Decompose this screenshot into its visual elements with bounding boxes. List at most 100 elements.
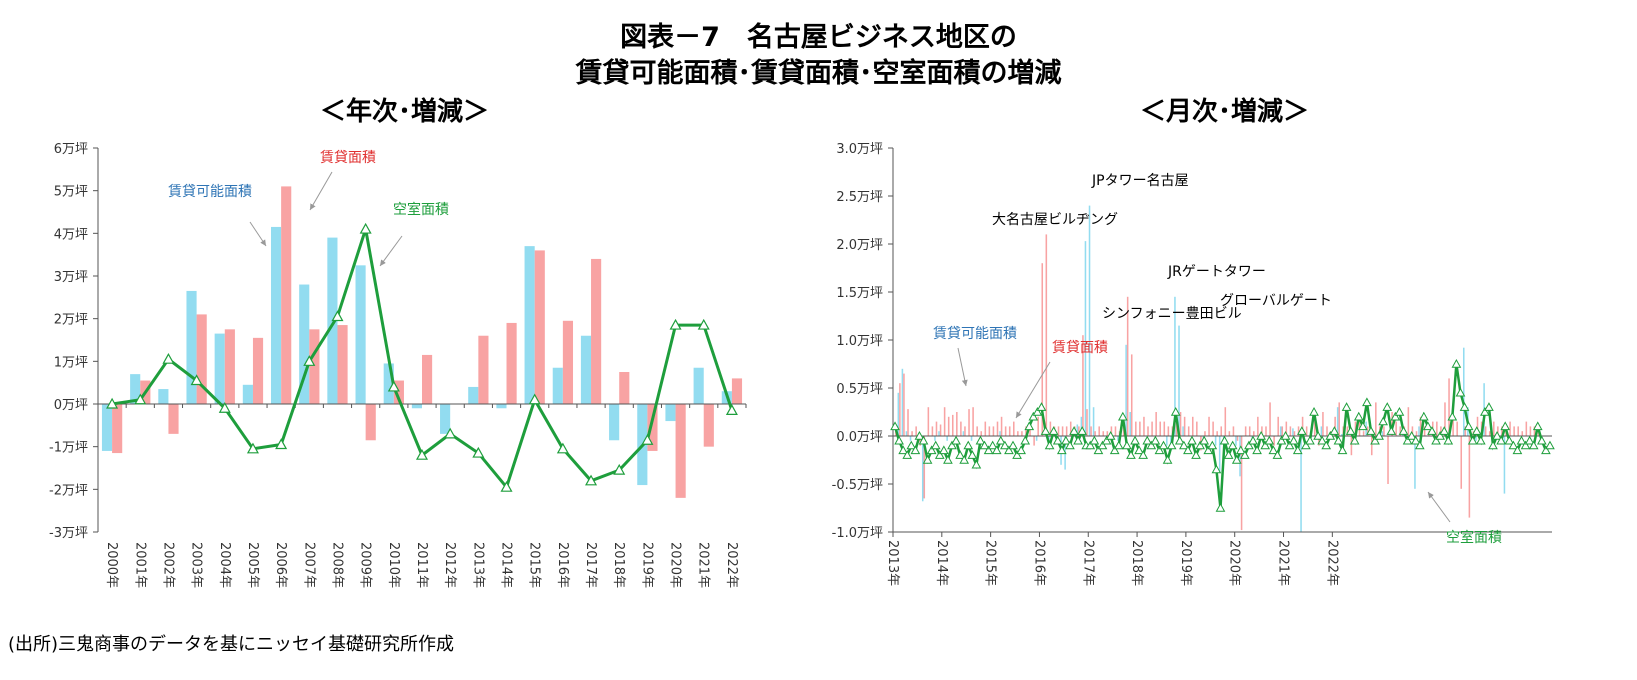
point-vacant-area xyxy=(1126,450,1136,459)
bar-leased-area xyxy=(1358,416,1361,436)
x-tick-label: 2020年 xyxy=(668,542,683,588)
bar-leased-area xyxy=(1041,263,1044,436)
bar-leased-area xyxy=(224,329,235,404)
x-tick-label: 2004年 xyxy=(217,542,232,588)
x-tick-label: 2016年 xyxy=(1031,540,1046,586)
bar-leased-area xyxy=(972,407,974,436)
bar-leased-area xyxy=(1415,431,1418,436)
point-vacant-area xyxy=(1113,440,1124,450)
point-vacant-area xyxy=(1337,445,1348,455)
point-vacant-area xyxy=(1061,435,1071,445)
point-vacant-area xyxy=(444,427,457,439)
bar-available-area xyxy=(1279,426,1282,436)
bar-available-area xyxy=(1235,436,1237,446)
chart-title-line2: 賃貸可能面積･賃貸面積･空室面積の増減 xyxy=(575,58,1062,89)
bar-leased-area xyxy=(1297,426,1300,436)
bar-leased-area xyxy=(1476,416,1479,436)
bar-leased-area xyxy=(1293,431,1296,436)
annotation-arrow xyxy=(379,235,403,267)
point-vacant-area xyxy=(1386,426,1397,435)
x-tick-label: 2021年 xyxy=(1276,540,1291,586)
bar-leased-area xyxy=(1147,426,1149,436)
point-vacant-area xyxy=(1545,440,1555,450)
bar-leased-area xyxy=(1456,421,1458,436)
bar-leased-area xyxy=(1513,426,1515,436)
point-vacant-area xyxy=(1166,440,1177,450)
point-vacant-area xyxy=(1378,416,1389,426)
point-vacant-area xyxy=(669,318,682,330)
point-vacant-area xyxy=(1296,426,1307,435)
bar-leased-area xyxy=(1204,431,1206,436)
bar-leased-area xyxy=(422,354,433,404)
bar-leased-area xyxy=(1452,416,1454,436)
x-tick-label: 2002年 xyxy=(160,542,175,588)
bar-leased-area xyxy=(1110,426,1113,436)
bar-leased-area xyxy=(1533,426,1536,436)
bar-leased-area xyxy=(1037,416,1039,436)
point-vacant-area xyxy=(725,404,738,415)
chart-title-line1: 図表－7 名古屋ビジネス地区の xyxy=(620,22,1017,53)
point-vacant-area xyxy=(1317,435,1328,445)
annotation-available: 賃貸可能面積 xyxy=(168,184,252,200)
x-tick-label: 2017年 xyxy=(1080,540,1095,586)
bar-leased-area xyxy=(1106,431,1109,436)
x-tick-label: 2007年 xyxy=(301,542,316,588)
bar-leased-area xyxy=(1082,335,1084,436)
y-tick-label: 4万坪 xyxy=(54,227,88,242)
point-vacant-area xyxy=(1142,435,1153,445)
point-vacant-area xyxy=(1524,435,1535,445)
bar-leased-area xyxy=(1090,426,1092,436)
bar-available-area xyxy=(1320,426,1323,436)
annotation-arrow xyxy=(1427,491,1451,523)
point-vacant-area xyxy=(1195,440,1205,450)
point-vacant-area xyxy=(1219,435,1230,445)
x-tick-label: 2015年 xyxy=(983,540,998,586)
point-vacant-area xyxy=(1313,430,1323,440)
bar-leased-area xyxy=(976,426,978,436)
point-vacant-area xyxy=(963,440,974,450)
bar-leased-area xyxy=(1045,234,1048,436)
bar-leased-area xyxy=(1460,436,1463,489)
point-vacant-area xyxy=(1480,406,1490,416)
point-vacant-area xyxy=(1488,440,1498,450)
point-vacant-area xyxy=(1016,445,1026,455)
point-vacant-area xyxy=(1008,440,1018,450)
point-vacant-area xyxy=(1012,450,1022,459)
point-vacant-area xyxy=(1309,406,1319,416)
bar-leased-area xyxy=(1366,426,1369,436)
point-vacant-area xyxy=(1097,440,1108,450)
bar-leased-area xyxy=(1484,426,1487,436)
bar-available-area xyxy=(970,436,973,441)
annotation-dai-nagoya: 大名古屋ビルヂング xyxy=(992,212,1118,228)
point-vacant-area xyxy=(1402,435,1413,445)
point-vacant-area xyxy=(1443,435,1454,445)
point-vacant-area xyxy=(218,402,231,413)
bar-leased-area xyxy=(919,436,921,446)
bar-leased-area xyxy=(1021,431,1023,436)
point-vacant-area xyxy=(1146,440,1157,450)
bar-leased-area xyxy=(309,329,320,404)
point-vacant-area xyxy=(1089,435,1100,445)
bar-available-area xyxy=(524,246,535,404)
bar-leased-area xyxy=(506,322,517,404)
bar-leased-area xyxy=(1436,421,1438,436)
bar-leased-area xyxy=(1338,402,1340,436)
bar-leased-area xyxy=(1395,421,1397,436)
bar-leased-area xyxy=(1362,431,1365,436)
point-vacant-area xyxy=(1516,435,1527,445)
bar-leased-area xyxy=(1509,421,1511,436)
bar-available-area xyxy=(1125,344,1127,436)
point-vacant-area xyxy=(1370,435,1380,445)
bar-available-area xyxy=(580,335,592,404)
bar-available-area xyxy=(1182,426,1184,436)
point-vacant-area xyxy=(1231,454,1242,464)
point-vacant-area xyxy=(1215,502,1226,512)
bar-leased-area xyxy=(1318,436,1320,446)
bar-leased-area xyxy=(1240,436,1243,531)
point-vacant-area xyxy=(1439,426,1450,435)
point-vacant-area xyxy=(955,450,965,459)
point-vacant-area xyxy=(930,440,941,450)
bar-leased-area xyxy=(968,409,970,436)
annotation-leased: 賃貸面積 xyxy=(320,150,376,166)
y-tick-label: -1万坪 xyxy=(49,441,88,456)
